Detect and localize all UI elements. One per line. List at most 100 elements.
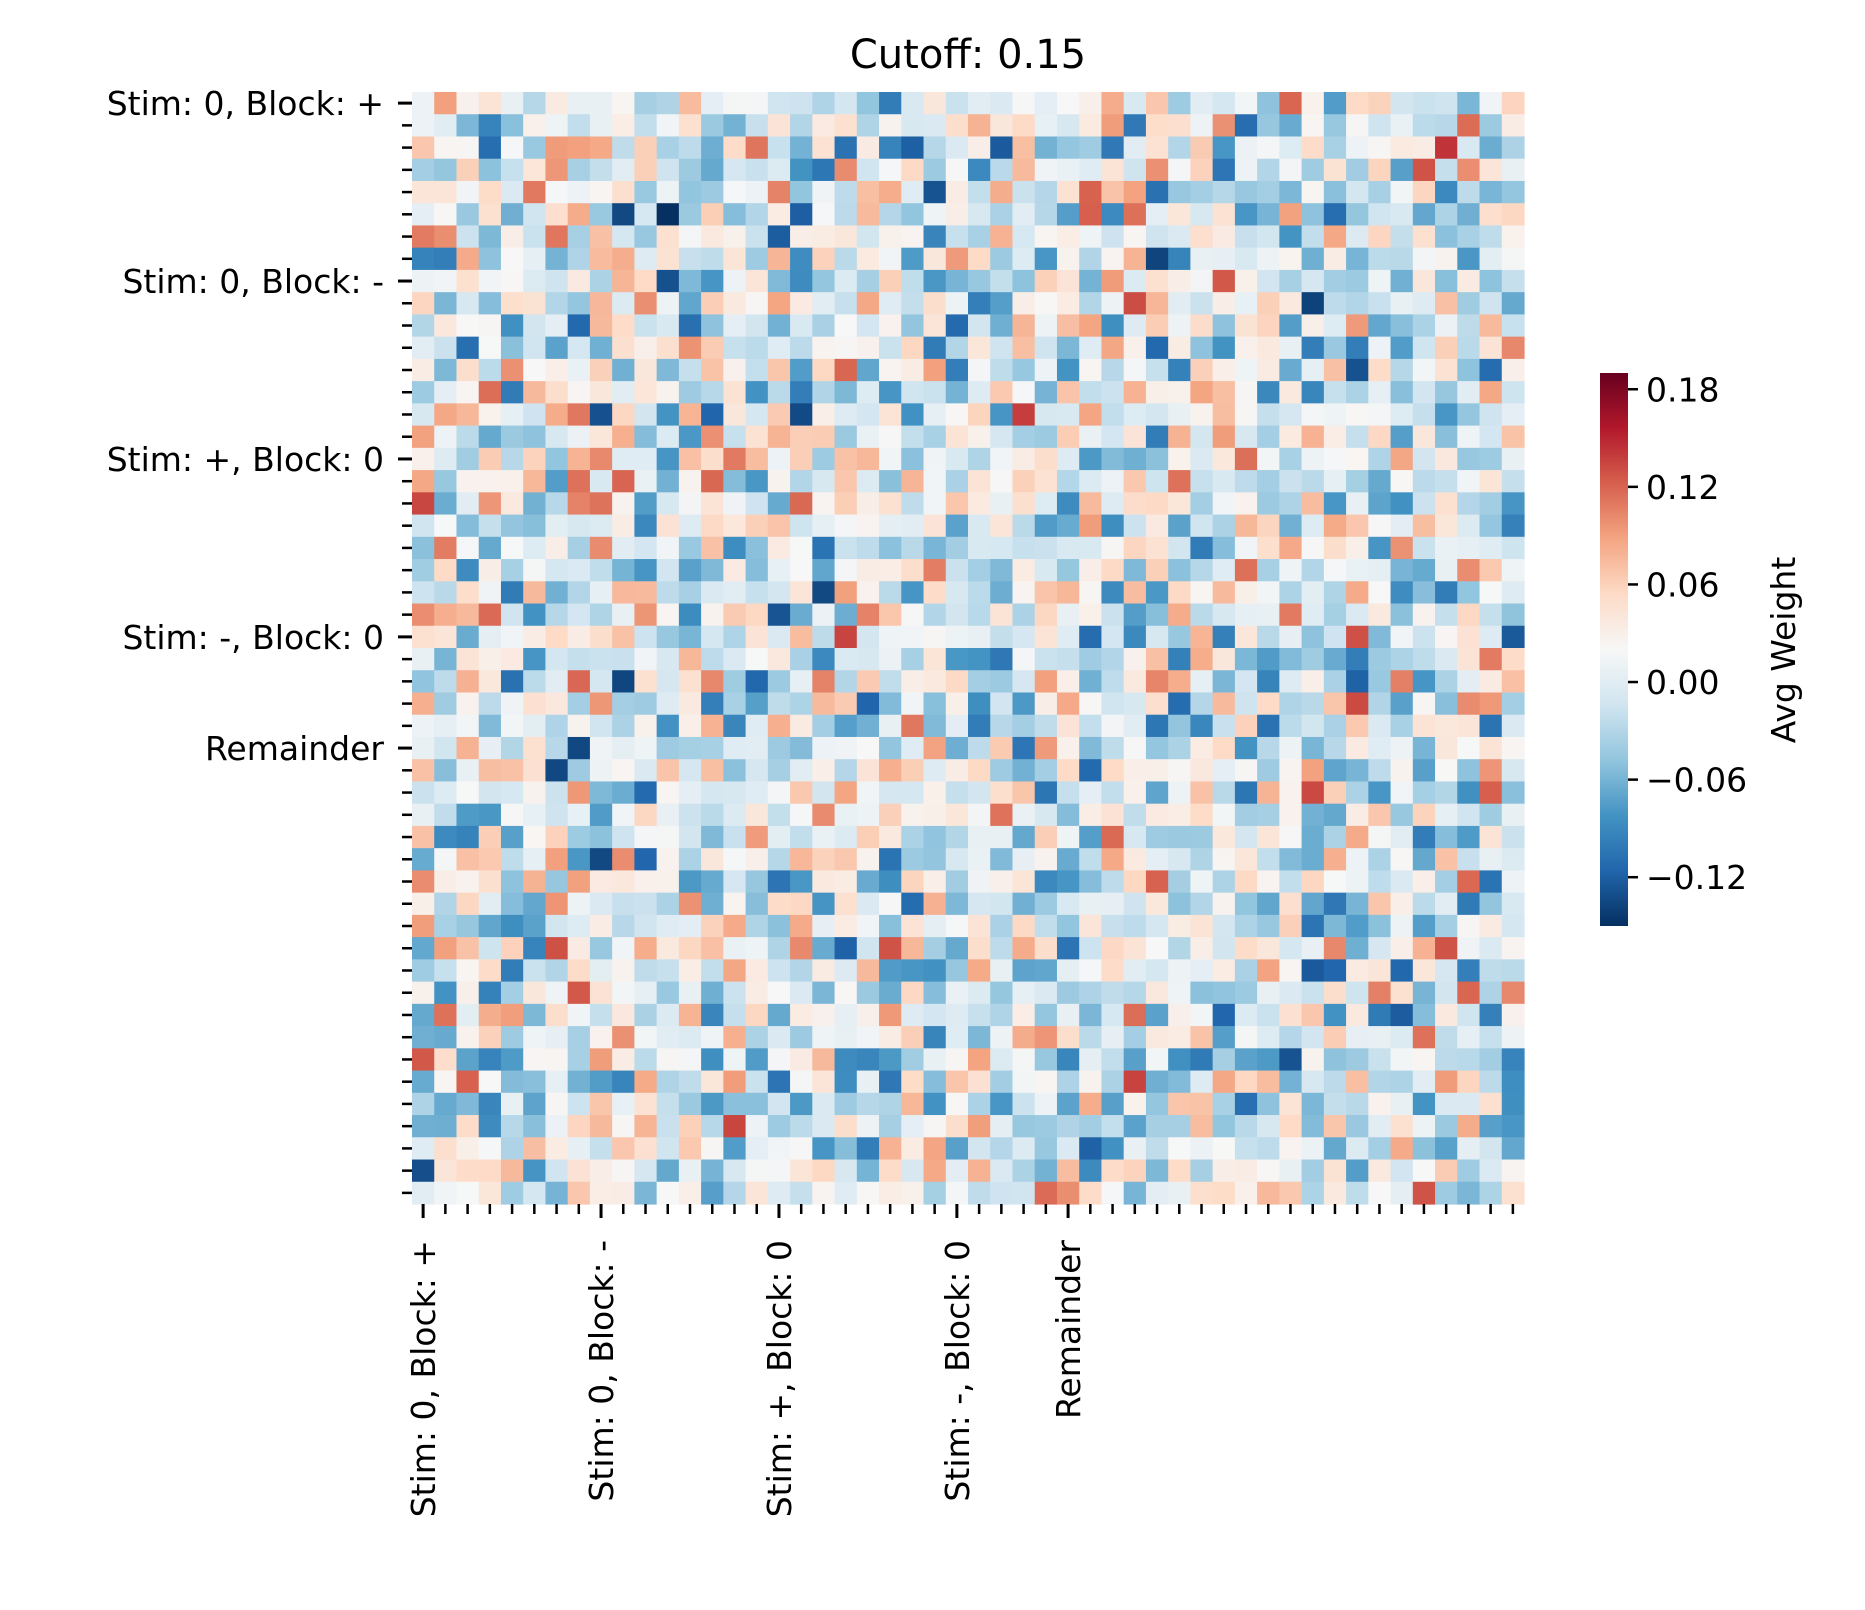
heatmap-cell	[990, 514, 1014, 538]
heatmap-cell	[1501, 1181, 1525, 1205]
heatmap-cell	[901, 358, 925, 382]
heatmap-cell	[1368, 1115, 1392, 1138]
heatmap-cell	[812, 1092, 836, 1116]
heatmap-cell	[945, 848, 969, 871]
heatmap-cell	[1190, 1048, 1214, 1072]
heatmap-cell	[1123, 1092, 1147, 1116]
heatmap-cell	[545, 692, 569, 716]
heatmap-cell	[1079, 825, 1103, 849]
heatmap-cell	[767, 959, 791, 983]
heatmap-cell	[1501, 581, 1525, 605]
heatmap-cell	[701, 114, 724, 138]
heatmap-cell	[901, 514, 925, 538]
heatmap-cell	[1168, 203, 1191, 227]
heatmap-cell	[456, 603, 480, 627]
heatmap-cell	[1368, 937, 1392, 960]
heatmap-cell	[434, 114, 458, 138]
heatmap-cell	[901, 825, 925, 849]
heatmap-cell	[567, 336, 591, 360]
heatmap-cell	[1301, 603, 1325, 627]
heatmap-cell	[1390, 269, 1414, 293]
heatmap-cell	[1079, 292, 1103, 315]
heatmap-cell	[545, 158, 569, 182]
heatmap-cell	[478, 381, 502, 404]
heatmap-cell	[589, 358, 613, 382]
heatmap-cell	[1190, 470, 1214, 493]
heatmap-cell	[923, 136, 947, 160]
heatmap-cell	[745, 381, 769, 404]
heatmap-cell	[856, 937, 880, 960]
heatmap-cell	[856, 848, 880, 871]
heatmap-cell	[1390, 1092, 1414, 1116]
heatmap-cell	[1145, 603, 1169, 627]
heatmap-cell	[1012, 625, 1036, 649]
heatmap-cell	[701, 1070, 724, 1094]
heatmap-cell	[767, 1137, 791, 1161]
heatmap-cell	[968, 180, 991, 204]
heatmap-cell	[678, 648, 702, 671]
heatmap-cell	[834, 559, 858, 582]
heatmap-cell	[901, 1092, 925, 1116]
heatmap-cell	[456, 269, 480, 293]
heatmap-cell	[968, 803, 991, 827]
heatmap-cell	[701, 1003, 724, 1027]
heatmap-cell	[1056, 1137, 1080, 1161]
heatmap-cell	[634, 625, 658, 649]
heatmap-cell	[1168, 158, 1191, 182]
heatmap-cell	[1412, 180, 1436, 204]
heatmap-cell	[1479, 536, 1503, 560]
heatmap-cell	[1168, 492, 1191, 516]
heatmap-cell	[790, 203, 813, 227]
heatmap-cell	[434, 581, 458, 605]
heatmap-cell	[500, 381, 524, 404]
heatmap-cell	[434, 781, 458, 805]
heatmap-cell	[634, 692, 658, 716]
heatmap-cell	[567, 425, 591, 449]
heatmap-cell	[879, 559, 902, 582]
heatmap-cell	[1390, 559, 1414, 582]
heatmap-cell	[856, 692, 880, 716]
heatmap-cell	[1234, 247, 1258, 271]
heatmap-cell	[1079, 514, 1103, 538]
heatmap-cell	[456, 203, 480, 227]
heatmap-cell	[1190, 403, 1214, 427]
heatmap-cell	[856, 892, 880, 916]
heatmap-cell	[634, 1092, 658, 1116]
heatmap-cell	[1457, 670, 1481, 694]
heatmap-cell	[945, 514, 969, 538]
heatmap-cell	[478, 180, 502, 204]
heatmap-cell	[945, 625, 969, 649]
y-tick-label: Stim: +, Block: 0	[107, 440, 384, 479]
heatmap-cell	[1212, 536, 1236, 560]
heatmap-cell	[523, 736, 547, 760]
heatmap-cell	[523, 759, 547, 783]
heatmap-cell	[478, 736, 502, 760]
heatmap-cell	[656, 492, 680, 516]
heatmap-cell	[968, 625, 991, 649]
heatmap-cell	[500, 336, 524, 360]
heatmap-cell	[478, 292, 502, 315]
heatmap-cell	[1435, 603, 1458, 627]
heatmap-cell	[1390, 825, 1414, 849]
heatmap-cell	[790, 603, 813, 627]
heatmap-cell	[1435, 714, 1458, 738]
heatmap-cell	[1056, 269, 1080, 293]
heatmap-cell	[1234, 180, 1258, 204]
heatmap-cell	[767, 781, 791, 805]
heatmap-cell	[589, 92, 613, 115]
heatmap-cell	[1279, 803, 1303, 827]
heatmap-cell	[1212, 670, 1236, 694]
heatmap-cell	[790, 470, 813, 493]
heatmap-cell	[1257, 336, 1280, 360]
heatmap-cell	[612, 514, 635, 538]
heatmap-cell	[879, 1115, 902, 1138]
heatmap-cell	[412, 892, 435, 916]
heatmap-cell	[1056, 870, 1080, 894]
heatmap-cell	[523, 648, 547, 671]
heatmap-cell	[1101, 581, 1125, 605]
heatmap-cell	[990, 870, 1014, 894]
heatmap-cell	[1368, 381, 1392, 404]
heatmap-cell	[523, 1137, 547, 1161]
heatmap-cell	[1390, 1003, 1414, 1027]
heatmap-cell	[545, 1048, 569, 1072]
